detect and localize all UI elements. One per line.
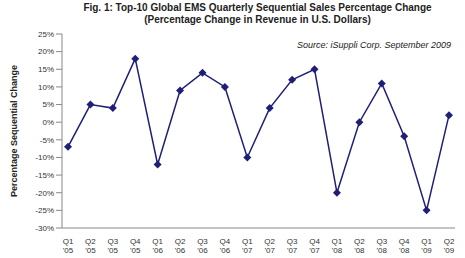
svg-text:-5%: -5% [40,136,54,145]
html-text:(Percentage Change in Revenue: (Percentage Change in Revenue in U.S. Do… [144,14,371,25]
svg-text:5%: 5% [42,100,54,109]
svg-text:-30%: -30% [35,224,54,233]
svg-text:Q1'07: Q1'07 [242,237,253,255]
svg-text:Percentage Sequential Change: Percentage Sequential Change [9,65,19,197]
svg-text:-15%: -15% [35,171,54,180]
svg-text:25%: 25% [38,30,54,39]
svg-text:Q1'05: Q1'05 [63,237,74,255]
svg-text:-20%: -20% [35,189,54,198]
svg-text:Q1'09: Q1'09 [421,237,432,255]
svg-text:Q2'06: Q2'06 [175,237,186,255]
svg-text:Q2'07: Q2'07 [264,237,275,255]
svg-text:Q4'07: Q4'07 [309,237,320,255]
svg-text:Q3'05: Q3'05 [107,237,118,255]
svg-text:Q1'08: Q1'08 [332,237,343,255]
svg-text:-25%: -25% [35,206,54,215]
svg-text:0%: 0% [42,118,54,127]
svg-text:Q4'05: Q4'05 [130,237,141,255]
svg-text:Q2'05: Q2'05 [85,237,96,255]
svg-text:20%: 20% [38,47,54,56]
html-text:Source: iSuppli Corp. Septembe: Source: iSuppli Corp. September 2009 [296,40,451,50]
svg-text:10%: 10% [38,83,54,92]
svg-text:Q2'09: Q2'09 [444,237,455,255]
svg-text:Q4'06: Q4'06 [220,237,231,255]
svg-text:Q3'06: Q3'06 [197,237,208,255]
svg-text:-10%: -10% [35,153,54,162]
svg-text:Q3'08: Q3'08 [376,237,387,255]
svg-text:Q3'07: Q3'07 [287,237,298,255]
html-text:Fig. 1: Top-10 Global EMS Quar: Fig. 1: Top-10 Global EMS Quarterly Sequ… [83,2,432,13]
svg-text:Q4'08: Q4'08 [399,237,410,255]
svg-text:15%: 15% [38,65,54,74]
svg-text:Q2'08: Q2'08 [354,237,365,255]
svg-text:Q1'06: Q1'06 [152,237,163,255]
